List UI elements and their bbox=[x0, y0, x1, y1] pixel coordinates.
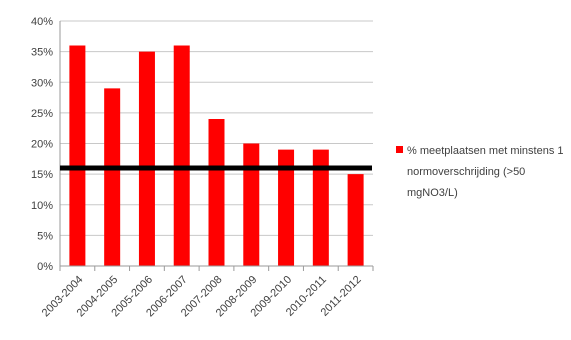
legend-item: % meetplaatsen met minstens 1 normoversc… bbox=[396, 141, 566, 204]
bars bbox=[69, 45, 364, 266]
bar bbox=[104, 88, 121, 266]
x-axis-ticks: 2003-20042004-20052005-20062006-20072007… bbox=[40, 265, 374, 319]
y-tick-label: 30% bbox=[31, 77, 53, 89]
bar bbox=[243, 143, 260, 266]
bar bbox=[278, 149, 295, 266]
bar bbox=[208, 119, 225, 266]
y-tick-label: 35% bbox=[31, 47, 53, 59]
bar bbox=[69, 45, 86, 266]
y-tick-label: 20% bbox=[31, 139, 53, 151]
y-tick-label: 5% bbox=[37, 230, 53, 242]
y-tick-label: 15% bbox=[31, 169, 53, 181]
legend-swatch bbox=[396, 146, 403, 153]
y-tick-label: 0% bbox=[37, 261, 53, 273]
bar bbox=[347, 174, 364, 266]
y-tick-label: 25% bbox=[31, 108, 53, 120]
y-tick-label: 40% bbox=[31, 16, 53, 28]
bar bbox=[312, 149, 329, 266]
legend: % meetplaatsen met minstens 1 normoversc… bbox=[396, 141, 566, 204]
bar bbox=[138, 51, 155, 266]
y-axis-ticks: 0% 5% 10% 15% 20% 25% 30% 35% 40% bbox=[31, 16, 53, 273]
y-tick-label: 10% bbox=[31, 200, 53, 212]
legend-label: % meetplaatsen met minstens 1 normoversc… bbox=[407, 145, 564, 199]
bar bbox=[173, 45, 190, 266]
